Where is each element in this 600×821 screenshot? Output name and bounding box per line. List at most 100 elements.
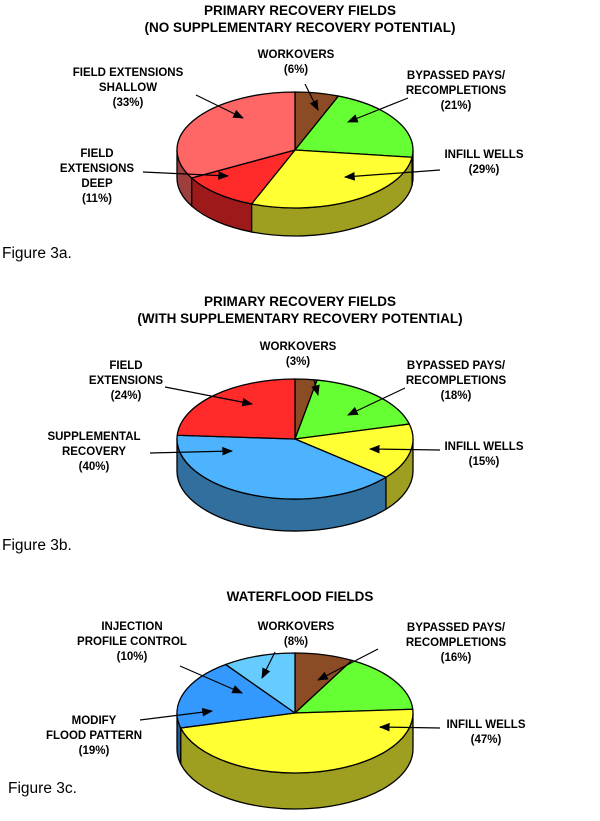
slice-label-line: (21%)	[441, 100, 472, 112]
slice-label-infill-wells: INFILL WELLS (15%)	[444, 441, 523, 468]
leader-arrow	[195, 94, 244, 119]
pie-slice-field	[176, 378, 296, 440]
pie-chart-3c: WORKOVERS (8%) BYPASSED PAYS/RECOMPLETIONS…	[46, 621, 526, 810]
slice-label-line: EXTENSIONS	[60, 163, 134, 175]
leader-arrow	[343, 169, 441, 181]
chart-title-line-1: PRIMARY RECOVERY FIELDS	[203, 294, 397, 309]
slice-label-field: FIELD EXTENSIONS DEEP (11%)	[60, 148, 134, 205]
leader-arrow	[304, 83, 319, 111]
pie-slice-infill-wells	[180, 708, 414, 774]
slice-label-workovers: WORKOVERS (3%)	[260, 341, 337, 368]
slice-label-line: RECOMPLETIONS	[406, 375, 507, 387]
pie-slice-field	[190, 149, 296, 205]
slice-label-line: FIELD	[80, 148, 113, 160]
pie-chart-3a: WORKOVERS (6%) BYPASSED PAYS/RECOMPLETIONS…	[60, 49, 524, 237]
slice-label-line: FIELD	[109, 360, 142, 372]
slice-label-injection: INJECTION PROFILE CONTROL (10%)	[77, 621, 187, 663]
chart-title: WATERFLOOD FIELDS	[0, 588, 600, 605]
leader-arrow	[179, 665, 243, 694]
slice-label-line: EXTENSIONS	[89, 375, 163, 387]
pie-labels: WORKOVERS (8%) BYPASSED PAYS/RECOMPLETIONS…	[46, 621, 526, 757]
pie-slice-infill-wells	[294, 423, 414, 478]
leader-arrow	[347, 387, 406, 416]
chart-title-line-2: (NO SUPPLEMENTARY RECOVERY POTENTIAL)	[144, 20, 456, 35]
slice-label-line: MODIFY	[72, 715, 117, 727]
slice-label-line: INFILL WELLS	[444, 149, 523, 161]
chart-title: PRIMARY RECOVERY FIELDS (WITH SUPPLEMENT…	[0, 293, 600, 327]
slice-label-line: (24%)	[111, 390, 142, 402]
pie-labels: WORKOVERS (6%) BYPASSED PAYS/RECOMPLETIONS…	[60, 49, 524, 205]
slice-label-line: (29%)	[469, 164, 500, 176]
slice-label-workovers: WORKOVERS (8%)	[258, 621, 335, 648]
leader-arrow	[311, 379, 320, 397]
slice-label-bypassed-pays: BYPASSED PAYS/RECOMPLETIONS (16%)	[406, 622, 507, 664]
slice-label-line: WORKOVERS	[258, 49, 335, 61]
slice-label-line: (8%)	[284, 636, 308, 648]
figure-caption: Figure 3c.	[8, 780, 77, 797]
slice-label-line: RECOVERY	[62, 446, 126, 458]
chart-title-line-1: WATERFLOOD FIELDS	[226, 589, 374, 604]
slice-label-line: PROFILE CONTROL	[77, 636, 187, 648]
slice-label-line: INFILL WELLS	[444, 441, 523, 453]
slice-label-field: FIELD EXTENSIONS (24%)	[89, 360, 163, 402]
slice-label-line: INJECTION	[101, 621, 162, 633]
pie-slice-injection	[224, 652, 296, 714]
figure-caption: Figure 3b.	[2, 537, 72, 554]
chart-title-line-1: PRIMARY RECOVERY FIELDS	[203, 3, 397, 18]
figure-caption: Figure 3a.	[2, 245, 72, 262]
slice-label-line: RECOMPLETIONS	[406, 85, 507, 97]
pie-slice-field-extensions	[176, 91, 296, 179]
pie-slices	[176, 652, 414, 774]
chart-title: PRIMARY RECOVERY FIELDS (NO SUPPLEMENTAR…	[0, 2, 600, 36]
slice-label-workovers: WORKOVERS (6%)	[258, 49, 335, 76]
pie-chart-3b: WORKOVERS (3%) BYPASSED PAYS/RECOMPLETIONS…	[47, 341, 524, 532]
chart-title-line-2: (WITH SUPPLEMENTARY RECOVERY POTENTIAL)	[137, 311, 463, 326]
slice-label-line: SUPPLEMENTAL	[47, 431, 140, 443]
slice-label-line: DEEP	[81, 178, 113, 190]
slice-label-bypassed-pays: BYPASSED PAYS/RECOMPLETIONS (21%)	[406, 70, 507, 112]
slice-label-line: (47%)	[471, 734, 502, 746]
slice-label-line: (16%)	[441, 652, 472, 664]
pie-labels: WORKOVERS (3%) BYPASSED PAYS/RECOMPLETIONS…	[47, 341, 523, 473]
slice-label-infill-wells: INFILL WELLS (29%)	[444, 149, 523, 176]
slice-label-bypassed-pays: BYPASSED PAYS/RECOMPLETIONS (18%)	[406, 360, 507, 402]
slice-label-supplemental: SUPPLEMENTAL RECOVERY (40%)	[47, 431, 140, 473]
slice-label-infill-wells: INFILL WELLS (47%)	[446, 719, 525, 746]
slice-label-line: (18%)	[441, 390, 472, 402]
slice-label-line: RECOMPLETIONS	[406, 637, 507, 649]
slice-label-line: BYPASSED PAYS/	[407, 360, 506, 372]
leader-arrow	[142, 171, 230, 180]
slice-label-line: BYPASSED PAYS/	[407, 70, 506, 82]
pie-slices	[176, 378, 414, 500]
slice-label-field-extensions: FIELD EXTENSIONS SHALLOW (33%)	[73, 67, 184, 109]
leader-arrow	[346, 97, 409, 123]
chart-figure-3b: PRIMARY RECOVERY FIELDS (WITH SUPPLEMENT…	[0, 287, 600, 567]
slice-label-line: FLOOD PATTERN	[46, 730, 142, 742]
slice-label-line: (11%)	[82, 193, 112, 205]
slice-label-line: FIELD EXTENSIONS	[73, 67, 184, 79]
leader-arrow	[139, 707, 214, 721]
pie-slices	[176, 91, 414, 209]
slice-label-line: INFILL WELLS	[446, 719, 525, 731]
slice-label-line: (40%)	[79, 461, 110, 473]
slice-label-line: (33%)	[113, 97, 144, 109]
slice-label-line: (10%)	[117, 651, 148, 663]
leader-arrow	[149, 446, 234, 456]
pie-slice-infill-wells	[250, 149, 413, 209]
slice-label-line: WORKOVERS	[260, 341, 337, 353]
chart-figure-3c: WATERFLOOD FIELDS WORKOVERS (8%) BYPASSED …	[0, 578, 600, 821]
slice-label-line: SHALLOW	[99, 82, 157, 94]
leader-arrow	[378, 722, 441, 732]
leader-arrow	[368, 444, 441, 454]
leader-arrow	[317, 648, 379, 681]
slice-label-line: (19%)	[79, 745, 110, 757]
slice-label-line: BYPASSED PAYS/	[407, 622, 506, 634]
pie-slice-bypassed-pays	[294, 659, 414, 714]
slice-label-modify: MODIFY FLOOD PATTERN (19%)	[46, 715, 142, 757]
leader-arrow	[164, 386, 254, 407]
slice-label-line: (6%)	[284, 64, 308, 76]
slice-label-line: (15%)	[469, 456, 500, 468]
leader-arrow	[261, 651, 276, 679]
slice-label-line: (3%)	[286, 356, 310, 368]
slice-label-line: WORKOVERS	[258, 621, 335, 633]
